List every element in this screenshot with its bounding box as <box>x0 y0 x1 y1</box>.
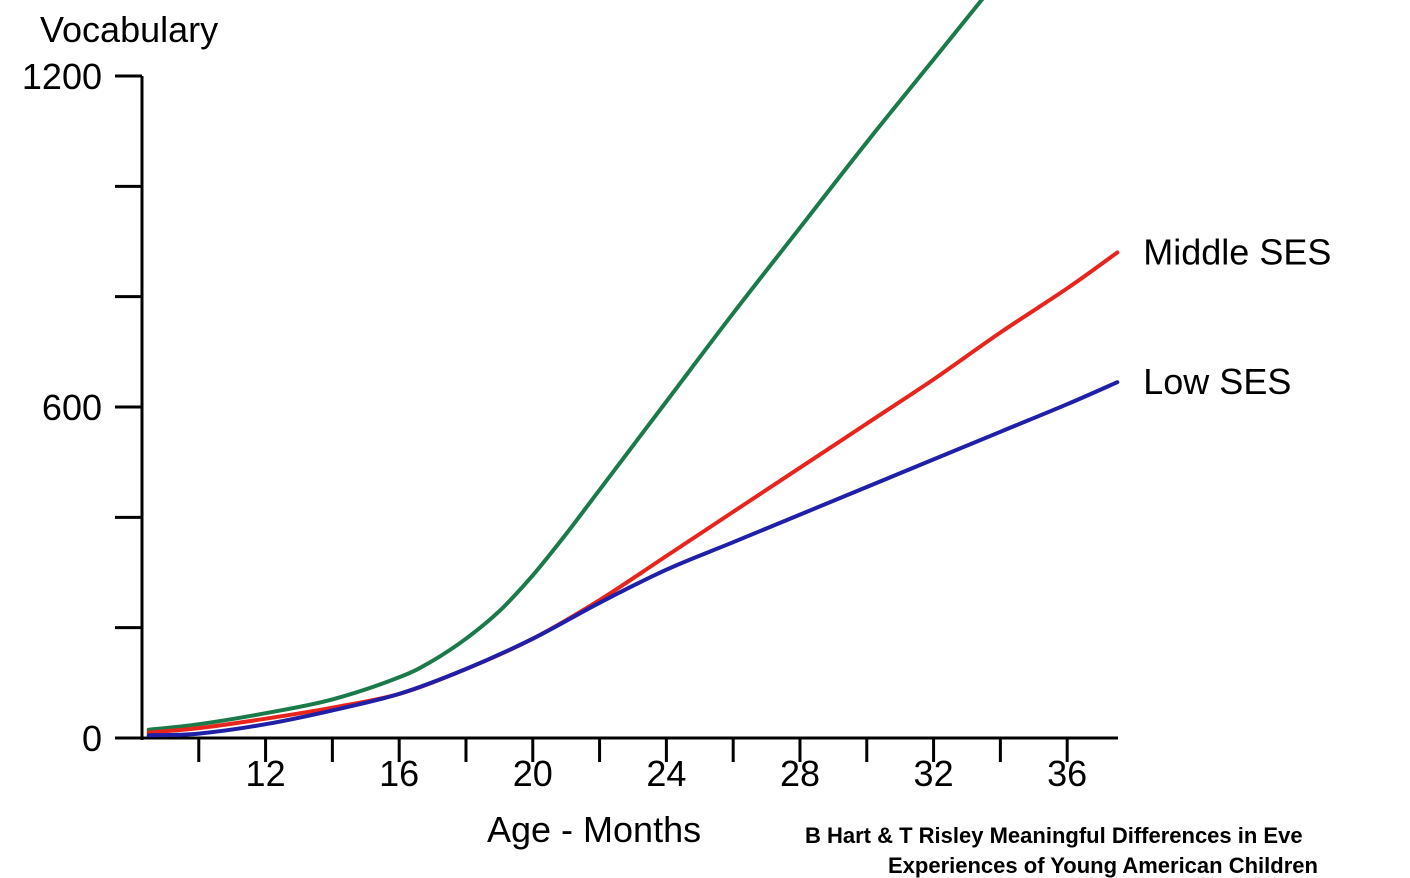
citation-line-1: B Hart & T Risley Meaningful Differences… <box>805 823 1303 848</box>
series-lines <box>146 0 1120 738</box>
citation-line-2: Experiences of Young American Children <box>888 853 1318 878</box>
series-label-middle-ses: Middle SES <box>1143 232 1331 273</box>
y-tick-label: 0 <box>82 718 102 759</box>
x-tick-label: 12 <box>246 753 286 794</box>
series-line-middle-ses <box>146 250 1120 735</box>
x-tick-label: 32 <box>914 753 954 794</box>
axes: 0 600 1200 12 16 20 24 28 32 36 <box>22 56 1118 794</box>
series-line-low-ses <box>146 380 1120 738</box>
y-tick-label: 1200 <box>22 56 102 97</box>
x-axis-title: Age - Months <box>487 809 701 850</box>
x-tick-label: 36 <box>1047 753 1087 794</box>
series-line-high-ses <box>146 0 985 732</box>
y-axis-title: Vocabulary <box>40 9 218 50</box>
series-label-low-ses: Low SES <box>1143 361 1291 402</box>
x-tick-label: 20 <box>513 753 553 794</box>
x-tick-label: 16 <box>379 753 419 794</box>
x-tick-label: 24 <box>646 753 686 794</box>
y-tick-label: 600 <box>42 387 102 428</box>
x-tick-label: 28 <box>780 753 820 794</box>
